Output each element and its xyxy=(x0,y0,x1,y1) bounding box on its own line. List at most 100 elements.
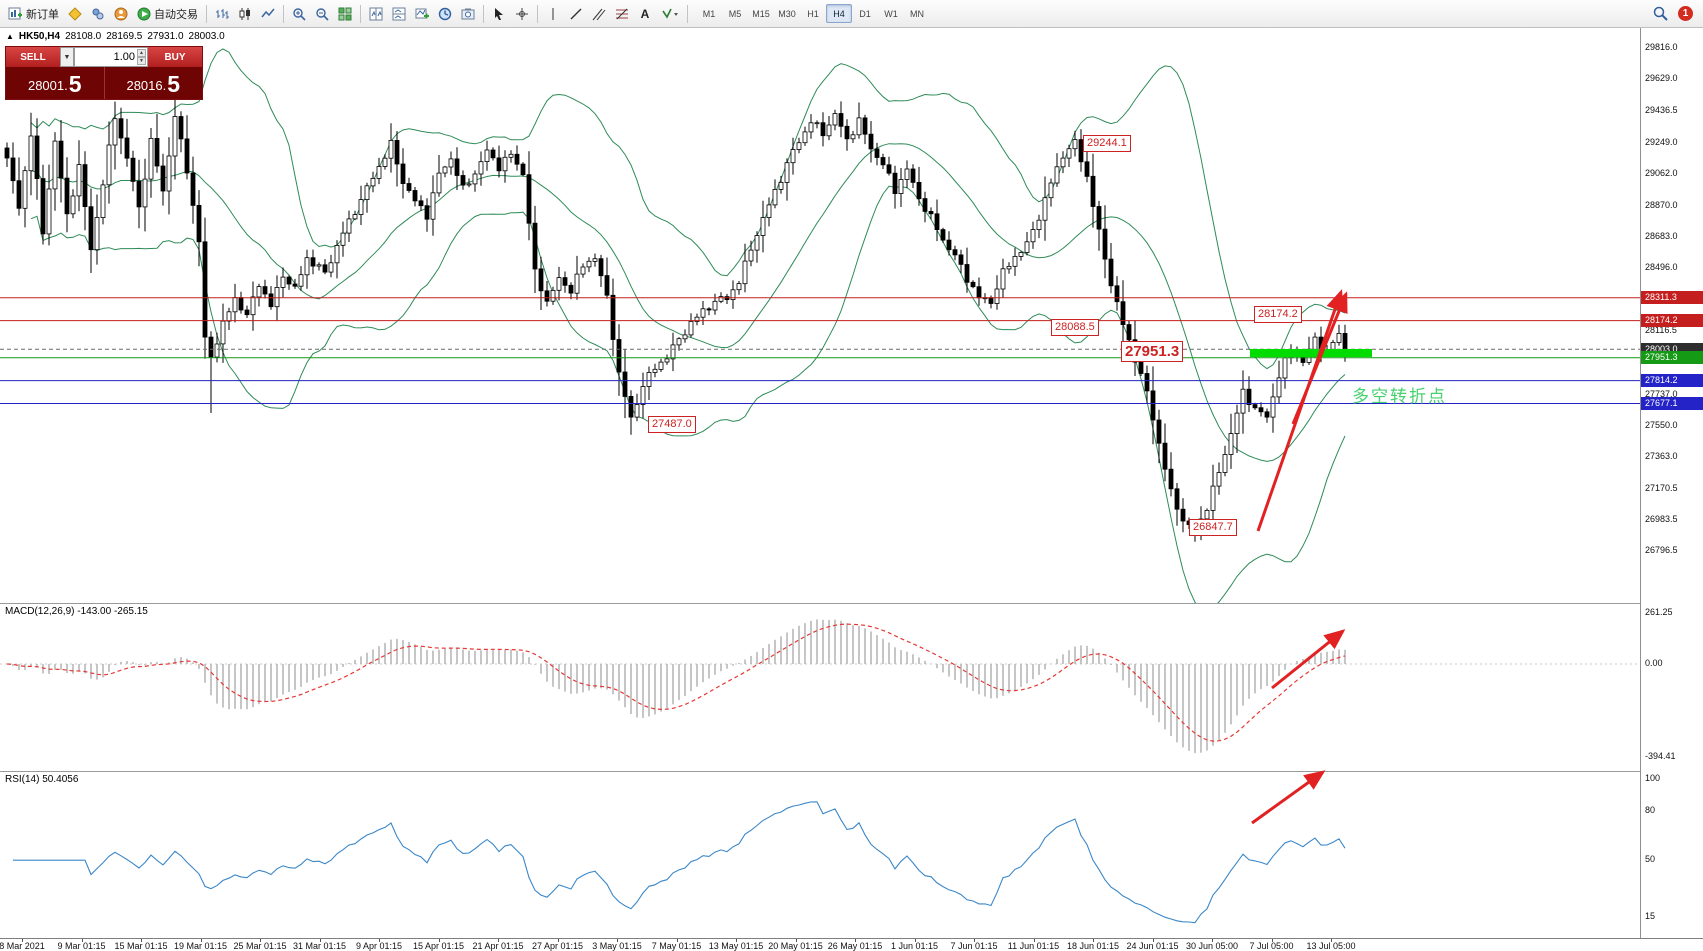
time-axis-label: 20 May 01:15 xyxy=(768,941,823,951)
time-axis-tick xyxy=(319,939,321,942)
timeframe-button-W1[interactable]: W1 xyxy=(884,8,898,19)
main-price-chart[interactable] xyxy=(0,28,1640,603)
time-axis-tick xyxy=(1212,939,1213,942)
timeframe-button-M1[interactable]: M1 xyxy=(702,8,716,19)
zoom-out-icon xyxy=(315,7,329,21)
favorites-button[interactable] xyxy=(64,3,86,25)
search-icon xyxy=(1653,6,1668,21)
toolbar-separator xyxy=(687,4,688,23)
price-callout-label: 27487.0 xyxy=(648,416,696,433)
search-button[interactable] xyxy=(1649,3,1672,25)
shapes-icon xyxy=(661,7,679,21)
profiles-button[interactable] xyxy=(87,3,109,25)
time-axis-label: 9 Mar 01:15 xyxy=(57,941,106,951)
screenshot-button[interactable] xyxy=(457,3,479,25)
add-indicator-icon xyxy=(415,7,429,21)
price-line-tag: 27951.3 xyxy=(1641,351,1703,365)
cursor-tool-button[interactable] xyxy=(488,3,510,25)
text-tool-icon: A xyxy=(640,6,650,21)
new-order-button[interactable]: 新订单 xyxy=(4,3,63,25)
community-button[interactable] xyxy=(110,3,132,25)
timeframe-switcher: M1 M5 M15 M30 H1 H4 D1 W1 MN xyxy=(696,4,930,23)
timeframe-button-M15[interactable]: M15 xyxy=(752,8,770,19)
price-axis-label: 28870.0 xyxy=(1645,199,1678,210)
trendline-icon xyxy=(569,7,583,21)
notification-badge[interactable]: 1 xyxy=(1678,6,1693,21)
screenshot-icon xyxy=(461,7,475,21)
price-axis-label: 28496.0 xyxy=(1645,262,1678,272)
bar-chart-type-button[interactable] xyxy=(211,3,233,25)
price-callout-label: 27951.3 xyxy=(1121,341,1184,362)
favorites-icon xyxy=(68,6,82,21)
rsi-indicator-chart[interactable] xyxy=(0,771,1640,938)
trendline-tool-button[interactable] xyxy=(565,3,587,25)
sell-button[interactable]: SELL xyxy=(6,47,60,67)
text-tool-button[interactable]: A xyxy=(634,3,656,25)
time-axis-tick xyxy=(855,939,856,942)
toolbar-separator xyxy=(283,4,284,23)
indicator-axis-label: 261.25 xyxy=(1645,607,1673,617)
price-line-tag: 27814.2 xyxy=(1641,374,1703,388)
volume-spinner[interactable]: ▲ ▼ xyxy=(137,49,146,65)
auto-trading-icon xyxy=(137,7,151,21)
fibonacci-tool-button[interactable] xyxy=(611,3,633,25)
price-axis[interactable]: 29816.0 29629.0 29436.5 29249.0 29062.0 28870… xyxy=(1640,28,1703,938)
volume-input[interactable]: 1.00 ▲ ▼ xyxy=(74,47,148,67)
timeframe-button-H4[interactable]: H4 xyxy=(826,4,852,23)
time-axis-label: 15 Mar 01:15 xyxy=(114,941,168,951)
arrange-horizontal-icon xyxy=(392,7,406,21)
time-axis-tick xyxy=(22,939,23,942)
vertical-line-tool-button[interactable] xyxy=(542,3,564,25)
timeframe-button-H1[interactable]: H1 xyxy=(807,8,819,19)
add-indicator-button[interactable] xyxy=(411,3,433,25)
buy-button[interactable]: BUY xyxy=(148,47,202,67)
time-axis-tick xyxy=(1093,939,1094,942)
price-callout-label: 26847.7 xyxy=(1189,519,1237,536)
time-axis-label: 19 Mar 01:15 xyxy=(173,941,228,951)
tile-windows-button[interactable] xyxy=(334,3,356,25)
time-axis-tick xyxy=(81,939,83,942)
time-axis-tick xyxy=(974,939,975,942)
time-axis-label: 24 Jun 01:15 xyxy=(1126,941,1179,951)
main-toolbar: 新订单 自动交易 A M1 M5 M15 M30 H1 H4 D1 W1 MN 1 xyxy=(0,0,1703,28)
price-callout-label: 29244.1 xyxy=(1083,135,1131,152)
cursor-icon xyxy=(492,7,506,21)
arrange-horizontal-button[interactable] xyxy=(388,3,410,25)
zoom-out-button[interactable] xyxy=(311,3,333,25)
channel-tool-button[interactable] xyxy=(588,3,610,25)
candlestick-chart-type-button[interactable] xyxy=(234,3,256,25)
timeframe-button-M5[interactable]: M5 xyxy=(728,8,742,19)
indicator-axis-label: 0.00 xyxy=(1645,658,1663,668)
line-chart-type-button[interactable] xyxy=(257,3,279,25)
buy-price[interactable]: 28016. 5 xyxy=(126,71,181,97)
auto-trading-button[interactable]: 自动交易 xyxy=(133,3,202,25)
ohlc-close: 28003.0 xyxy=(188,31,225,42)
time-axis-label: 26 May 01:15 xyxy=(827,941,883,951)
macd-indicator-chart[interactable] xyxy=(0,603,1640,771)
time-axis-tick xyxy=(438,939,440,942)
price-axis-label: 26796.5 xyxy=(1645,545,1678,556)
time-axis-label: 18 Jun 01:15 xyxy=(1066,941,1120,951)
shapes-tool-button[interactable] xyxy=(657,3,683,25)
timeframe-button-MN[interactable]: MN xyxy=(910,8,924,19)
symbol-name: HK50,H4 xyxy=(18,31,61,42)
ohlc-open: 28108.0 xyxy=(65,31,102,42)
indicator-axis-label: 15 xyxy=(1645,911,1656,921)
time-axis-tick xyxy=(557,939,559,942)
volume-dropdown[interactable]: ▼ xyxy=(60,47,74,67)
time-axis[interactable]: 8 Mar 2021 9 Mar 01:15 15 Mar 01:15 19 Mar … xyxy=(0,938,1703,951)
time-axis-label: 13 Jul 05:00 xyxy=(1306,941,1356,951)
new-order-icon xyxy=(8,6,23,21)
timeframe-button-M30[interactable]: M30 xyxy=(778,8,796,19)
sell-price[interactable]: 28001. 5 xyxy=(6,67,105,99)
timeframe-button-D1[interactable]: D1 xyxy=(859,8,871,19)
period-cycle-button[interactable] xyxy=(434,3,456,25)
bar-chart-icon xyxy=(215,7,229,21)
symbol-marker-icon: ▲ xyxy=(6,32,14,41)
time-axis-label: 27 Apr 01:15 xyxy=(531,941,584,951)
crosshair-tool-button[interactable] xyxy=(511,3,533,25)
time-axis-tick xyxy=(498,939,499,942)
price-axis-label: 29436.5 xyxy=(1645,105,1678,116)
arrange-vertical-button[interactable] xyxy=(365,3,387,25)
zoom-in-button[interactable] xyxy=(288,3,310,25)
